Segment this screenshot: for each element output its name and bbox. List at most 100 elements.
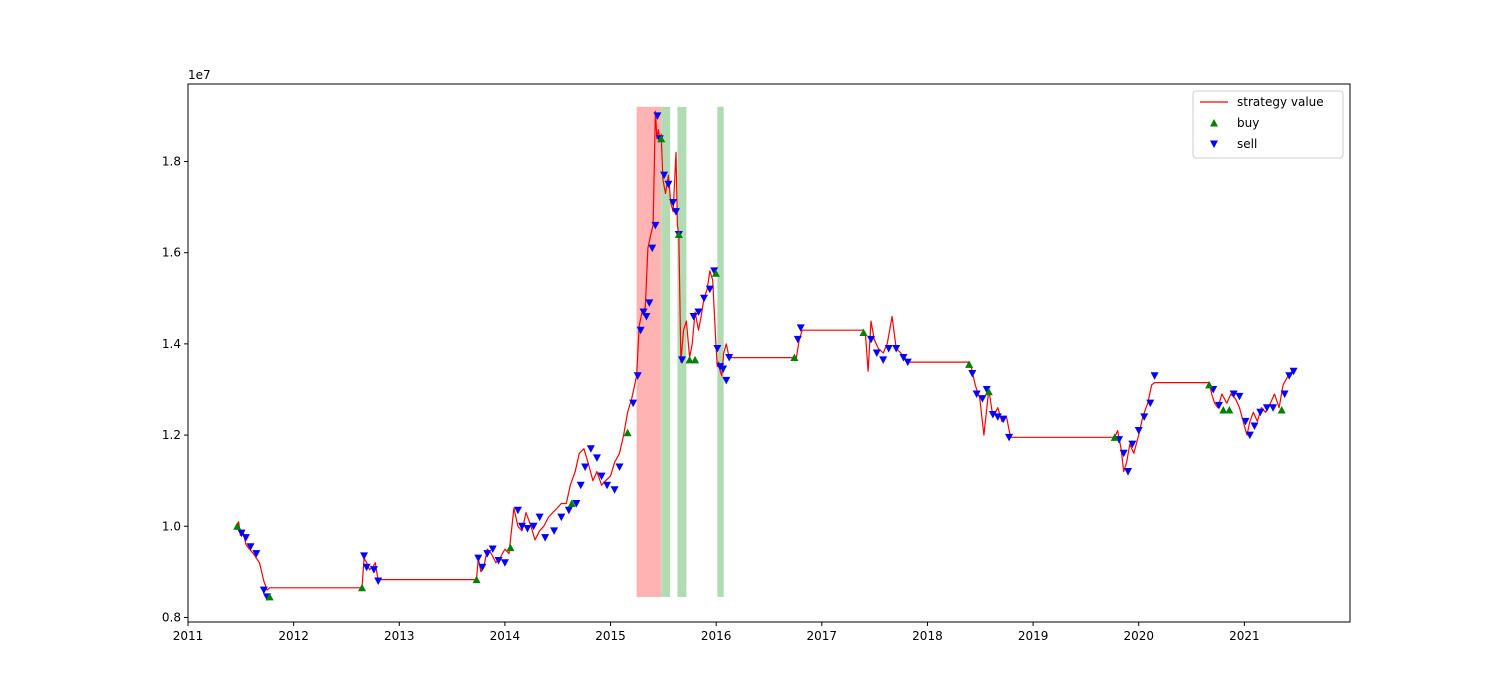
buy-marker (790, 353, 799, 362)
x-tick-label: 2019 (1018, 629, 1049, 643)
sell-marker (1262, 404, 1271, 412)
buy-marker (859, 328, 868, 336)
sell-marker (369, 566, 378, 574)
sell-marker (648, 244, 657, 253)
buy-marker (1110, 433, 1119, 441)
sell-marker (483, 550, 492, 558)
sell-marker (494, 556, 503, 565)
sell-marker (636, 326, 645, 335)
x-tick-label: 2018 (912, 629, 943, 643)
sell-marker (972, 390, 981, 399)
sell-marker (993, 413, 1002, 421)
y-tick-label: 1.8 (162, 155, 181, 169)
sell-marker (669, 199, 678, 207)
sell-marker (678, 356, 687, 364)
sell-marker (639, 308, 648, 316)
sell-marker (653, 112, 662, 120)
x-axis: 2011 2012 2013 2014 2015 2016 2017 2018 2019 2020… (173, 622, 1260, 643)
sell-marker (1128, 440, 1137, 449)
x-tick-label: 2016 (701, 629, 732, 643)
sell-marker (1005, 433, 1014, 442)
x-tick-label: 2020 (1123, 629, 1154, 643)
buy-marker (685, 355, 694, 364)
sell-marker (581, 463, 590, 471)
buy-marker (1219, 405, 1228, 414)
sell-marker (241, 534, 250, 542)
sell-marker (879, 356, 888, 364)
sell-marker (899, 354, 908, 362)
y-tick-label: 1.0 (162, 519, 181, 533)
sell-marker (1146, 399, 1155, 408)
sell-marker (523, 525, 532, 533)
sell-marker (237, 529, 246, 538)
y-multiplier-label: 1e7 (188, 68, 211, 82)
sell-marker (651, 221, 660, 230)
buy-marker (506, 543, 515, 552)
sell-marker (610, 486, 619, 494)
sell-marker (360, 552, 369, 560)
sell-marker (645, 299, 654, 307)
x-tick-label: 2015 (595, 629, 626, 643)
sell-marker (478, 563, 487, 572)
sell-marker (603, 481, 612, 490)
sell-marker (557, 513, 566, 522)
sell-marker (999, 415, 1008, 424)
sell-marker (689, 313, 698, 321)
y-axis: 0.8 1.0 1.2 1.4 1.6 1.8 (162, 155, 188, 624)
legend-label: strategy value (1237, 95, 1324, 109)
shaded-region-1 (661, 106, 671, 597)
sell-marker (586, 445, 595, 453)
buy-marker (623, 428, 632, 437)
sell-marker (719, 365, 728, 373)
sell-marker (867, 335, 876, 344)
sell-marker (694, 308, 703, 316)
sell-marker (1235, 392, 1244, 401)
sell-marker (978, 395, 987, 403)
sell-marker (1256, 408, 1265, 417)
sell-marker (1241, 417, 1250, 426)
sell-marker (259, 586, 268, 595)
sell-marker (374, 577, 383, 585)
y-tick-label: 1.6 (162, 246, 181, 260)
sell-marker (1245, 431, 1254, 440)
sell-marker (597, 472, 606, 481)
sell-marker (892, 344, 901, 353)
sell-marker (592, 454, 601, 462)
sell-marker (671, 208, 680, 216)
sell-marker (1214, 401, 1223, 410)
sell-marker (629, 399, 638, 408)
shaded-region-3 (717, 106, 724, 597)
sell-marker (660, 171, 669, 180)
sell-marker (1124, 468, 1133, 476)
buy-marker (1205, 380, 1214, 389)
buy-marker (657, 134, 666, 143)
sell-marker (572, 499, 581, 508)
y-tick-label: 1.4 (162, 337, 181, 351)
buy-marker (472, 575, 481, 584)
plot-area-frame (187, 83, 1351, 623)
buy-marker (233, 522, 242, 530)
sell-marker (615, 463, 624, 471)
x-tick-label: 2012 (278, 629, 309, 643)
legend-buy-swatch (1210, 119, 1218, 127)
sell-marker (246, 543, 255, 551)
buy-marker (1225, 405, 1234, 414)
sell-marker (1250, 422, 1259, 430)
sell-marker (535, 513, 544, 522)
sell-marker (968, 370, 977, 378)
sell-marker (550, 527, 559, 535)
sell-marker (705, 285, 714, 294)
buy-marker (674, 230, 683, 238)
x-tick-label: 2021 (1229, 629, 1260, 643)
shaded-region-0 (636, 106, 662, 597)
trade-markers (233, 112, 1298, 601)
sell-marker (1289, 367, 1298, 376)
sell-marker (529, 522, 538, 531)
buy-marker (358, 583, 367, 592)
buy-marker (265, 592, 274, 601)
sell-marker (564, 506, 573, 515)
sell-marker (1280, 390, 1289, 399)
legend-box (1192, 90, 1344, 159)
buy-marker (691, 355, 700, 364)
